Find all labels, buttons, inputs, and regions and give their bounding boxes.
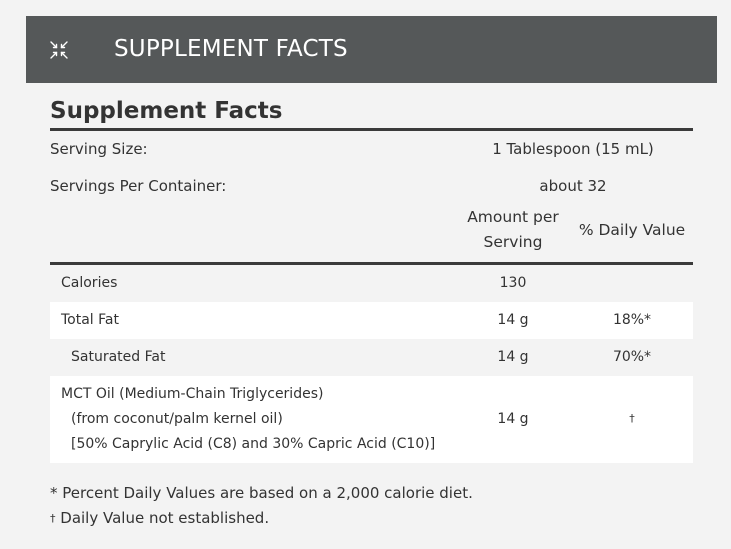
- nutrient-name: MCT Oil (Medium-Chain Triglycerides): [61, 386, 324, 402]
- supplement-facts-panel: Supplement Facts Serving Size: 1 Tablesp…: [50, 94, 693, 463]
- serving-size-value: 1 Tablespoon (15 mL): [492, 140, 654, 158]
- nutrient-row-total-fat: Total Fat 14 g 18%*: [50, 302, 693, 339]
- nutrient-daily-value: †: [629, 412, 635, 425]
- nutrient-amount: 130: [499, 275, 527, 291]
- nutrient-row-saturated-fat: Saturated Fat 14 g 70%*: [50, 339, 693, 376]
- nutrient-row-mct-oil: MCT Oil (Medium-Chain Triglycerides) (fr…: [50, 376, 693, 463]
- section-header[interactable]: SUPPLEMENT FACTS: [26, 16, 717, 83]
- nutrient-amount: 14 g: [497, 411, 529, 427]
- nutrient-name: Saturated Fat: [71, 349, 166, 365]
- footnotes: * Percent Daily Values are based on a 2,…: [50, 482, 473, 532]
- amount-header-line1: Amount per: [467, 208, 559, 226]
- servings-per-container-value: about 32: [539, 177, 607, 195]
- dagger-footnote: † Daily Value not established.: [50, 507, 473, 532]
- nutrient-row-calories: Calories 130: [50, 265, 693, 302]
- amount-per-serving-header: Amount per Serving: [463, 205, 563, 255]
- nutrient-name: Total Fat: [61, 312, 119, 328]
- nutrient-name: Calories: [61, 275, 118, 291]
- percent-daily-footnote: * Percent Daily Values are based on a 2,…: [50, 484, 473, 502]
- column-headers: Amount per Serving % Daily Value: [50, 205, 693, 262]
- servings-per-container-row: Servings Per Container: about 32: [50, 168, 693, 205]
- servings-per-container-label: Servings Per Container:: [50, 177, 227, 195]
- nutrient-amount: 14 g: [497, 349, 529, 365]
- dagger-note-text: Daily Value not established.: [55, 509, 270, 527]
- nutrient-amount: 14 g: [497, 312, 529, 328]
- collapse-arrows-icon[interactable]: [49, 40, 69, 60]
- nutrient-composition: [50% Caprylic Acid (C8) and 30% Capric A…: [71, 436, 436, 452]
- nutrient-daily-value: 70%*: [612, 349, 652, 365]
- dagger-symbol: †: [50, 512, 56, 525]
- serving-size-row: Serving Size: 1 Tablespoon (15 mL): [50, 131, 693, 168]
- facts-title: Supplement Facts: [50, 98, 283, 124]
- nutrient-daily-value: 18%*: [612, 312, 652, 328]
- serving-size-label: Serving Size:: [50, 140, 148, 158]
- nutrient-source: (from coconut/palm kernel oil): [71, 411, 283, 427]
- section-header-title: SUPPLEMENT FACTS: [114, 36, 348, 62]
- daily-value-header: % Daily Value: [578, 221, 686, 239]
- header-divider: [50, 262, 693, 265]
- amount-header-line2: Serving: [483, 233, 543, 251]
- title-divider: [50, 128, 693, 131]
